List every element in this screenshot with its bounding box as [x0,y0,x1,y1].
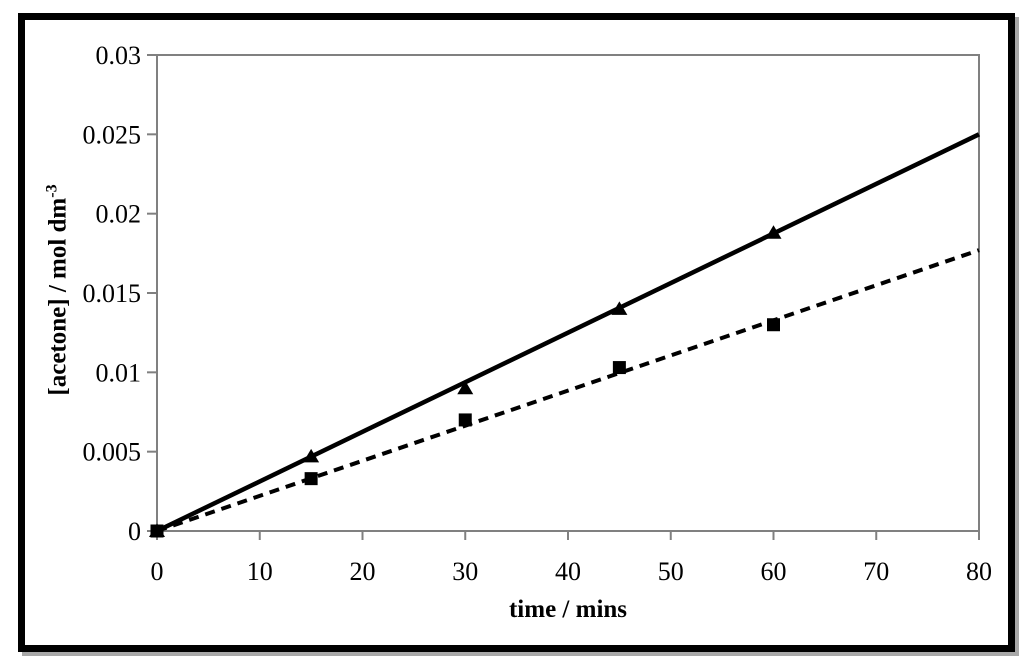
x-tick-label: 80 [966,557,992,586]
x-tick-label: 20 [350,557,376,586]
square-marker [612,361,626,375]
solid-trendline [156,132,980,534]
x-axis-title: time / mins [508,596,628,623]
square-marker [767,318,780,332]
x-tick-label: 0 [151,557,164,586]
y-axis-title-text: [acetone] / mol dm [44,197,72,396]
triangle-marker [457,380,474,395]
x-tick-label: 40 [555,557,581,586]
x-tick-label: 30 [452,557,478,586]
square-marker [150,524,164,538]
y-tick-label: 0.01 [96,358,142,387]
y-axis-title: [acetone] / mol dm-3 [43,184,72,395]
square-marker [304,472,318,486]
x-tick-label: 10 [247,557,273,586]
y-tick-label: 0.03 [96,41,142,70]
triangle-marker [765,225,782,239]
triangle-marker [303,448,320,463]
dashed-trendline [156,248,980,533]
y-tick-label: 0.005 [83,438,142,467]
chart-frame [18,13,1015,652]
x-tick-label: 70 [863,557,889,586]
triangle-marker [611,301,628,315]
y-axis-title-superscript: -3 [43,184,61,198]
square-marker [458,413,472,427]
y-tick-label: 0.015 [83,279,142,308]
y-tick-label: 0 [128,517,141,546]
x-tick-label: 50 [658,557,684,586]
y-tick-label: 0.025 [83,120,142,149]
y-tick-label: 0.02 [96,200,142,229]
x-tick-label: 60 [761,557,787,586]
